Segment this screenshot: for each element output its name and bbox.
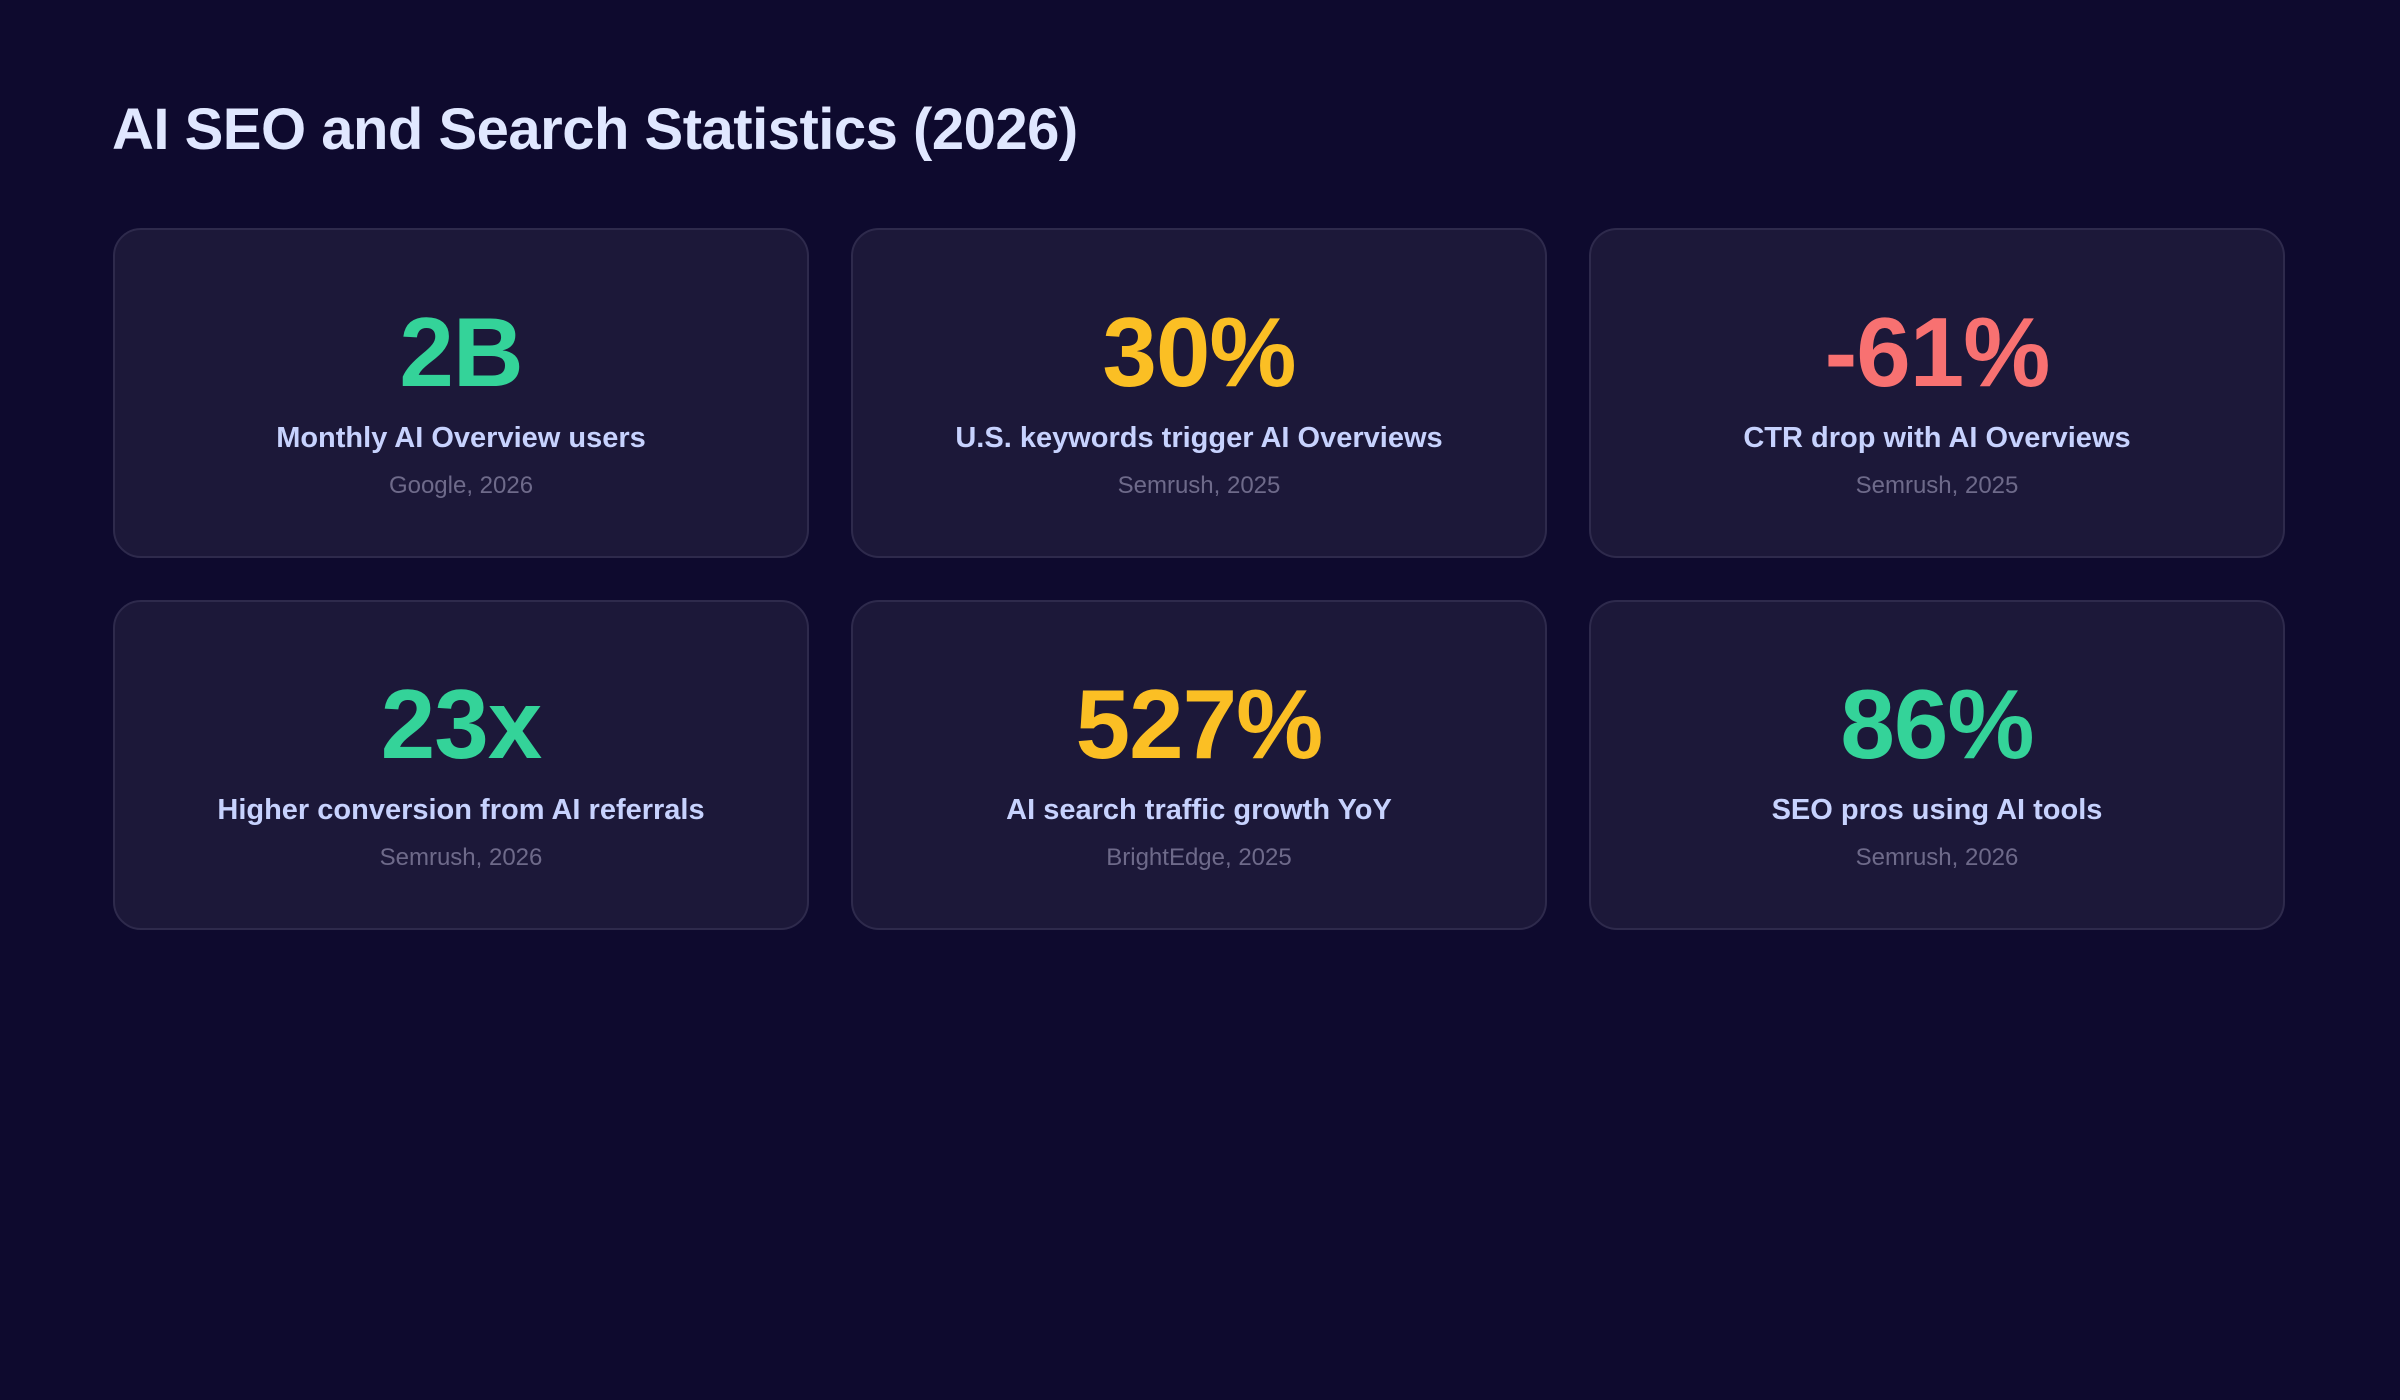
stat-source: Semrush, 2026 xyxy=(379,844,543,871)
stat-value: 23x xyxy=(380,669,543,779)
stat-card: 30% U.S. keywords trigger AI Overviews Sem… xyxy=(851,228,1547,558)
stat-value: 86% xyxy=(1840,669,2034,779)
stat-label: CTR drop with AI Overviews xyxy=(1743,422,2131,454)
stat-label: SEO pros using AI tools xyxy=(1771,794,2103,826)
page-title: AI SEO and Search Statistics (2026) xyxy=(112,97,1078,162)
stat-card: 527% AI search traffic growth YoY BrightEd… xyxy=(851,600,1547,930)
stats-grid: 2B Monthly AI Overview users Google, 2026 … xyxy=(113,228,2285,930)
stat-card: 2B Monthly AI Overview users Google, 2026 xyxy=(113,228,809,558)
stat-value: 30% xyxy=(1102,297,1296,407)
stat-source: Semrush, 2026 xyxy=(1855,844,2019,871)
stat-label: Higher conversion from AI referrals xyxy=(217,794,705,826)
stat-value: 527% xyxy=(1075,669,1324,779)
stat-card: 23x Higher conversion from AI referrals Se… xyxy=(113,600,809,930)
stat-source: Semrush, 2025 xyxy=(1855,472,2019,499)
stat-label: U.S. keywords trigger AI Overviews xyxy=(955,422,1443,454)
stat-value: -61% xyxy=(1824,297,2051,407)
stat-label: Monthly AI Overview users xyxy=(276,422,646,454)
stat-card: -61% CTR drop with AI Overviews Semrush, 2… xyxy=(1589,228,2285,558)
stat-value: 2B xyxy=(399,297,523,407)
stat-label: AI search traffic growth YoY xyxy=(1006,794,1392,826)
stat-source: Semrush, 2025 xyxy=(1117,472,1281,499)
stat-source: Google, 2026 xyxy=(388,472,534,499)
stat-source: BrightEdge, 2025 xyxy=(1106,844,1292,871)
stat-card: 86% SEO pros using AI tools Semrush, 2026 xyxy=(1589,600,2285,930)
